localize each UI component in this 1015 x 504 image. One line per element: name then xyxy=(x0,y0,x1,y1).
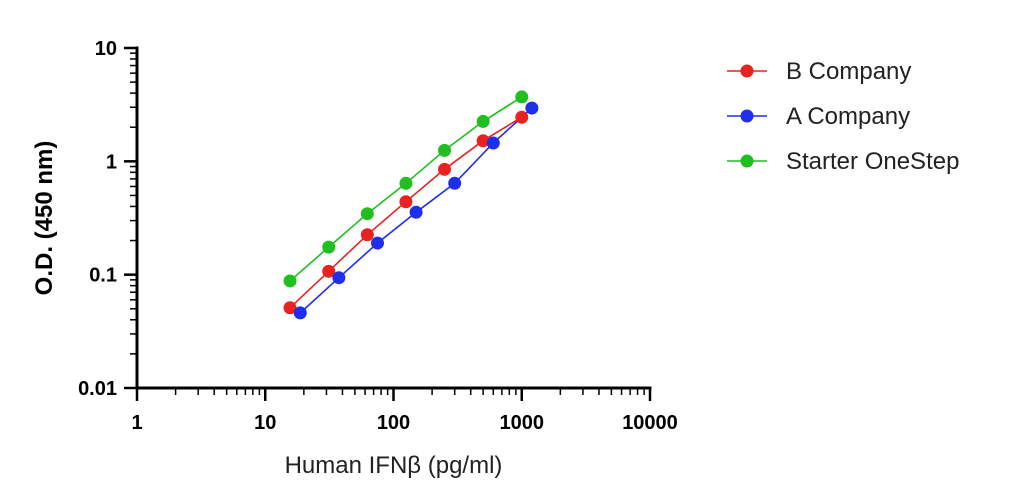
data-point-starter-onestep xyxy=(438,143,452,157)
data-point-starter-onestep xyxy=(476,114,490,128)
data-point-b-company xyxy=(399,195,413,209)
major-ticks xyxy=(124,46,652,401)
data-point-a-company xyxy=(409,205,423,219)
data-point-b-company xyxy=(438,162,452,176)
x-axis-title: Human IFNβ (pg/ml) xyxy=(285,452,503,479)
data-point-a-company xyxy=(448,176,462,190)
y-tick-label: 0.1 xyxy=(89,265,117,287)
data-point-a-company xyxy=(525,101,539,115)
legend-swatch-marker xyxy=(740,109,754,123)
data-point-starter-onestep xyxy=(399,176,413,190)
y-tick-label: 10 xyxy=(95,38,117,60)
legend-item-b-company: B Company xyxy=(727,58,911,85)
y-tick-label: 0.01 xyxy=(78,378,117,400)
legend-label: B Company xyxy=(786,58,911,85)
legend-swatch-marker xyxy=(740,154,754,168)
series-group xyxy=(283,90,539,320)
data-point-a-company xyxy=(370,236,384,250)
data-point-b-company xyxy=(360,228,374,242)
data-point-starter-onestep xyxy=(283,274,297,288)
x-tick-label: 100 xyxy=(377,412,410,434)
data-point-b-company xyxy=(515,110,529,124)
data-point-starter-onestep xyxy=(515,90,529,104)
x-tick-label: 1 xyxy=(131,412,142,434)
x-tick-label: 10 xyxy=(254,412,276,434)
data-point-starter-onestep xyxy=(360,207,374,221)
legend-label: Starter OneStep xyxy=(786,148,959,175)
x-tick-label: 1000 xyxy=(500,412,545,434)
data-point-b-company xyxy=(322,264,336,278)
legend-swatch-marker xyxy=(740,64,754,78)
y-tick-label: 1 xyxy=(106,151,117,173)
legend: B Company A Company Starter OneStep xyxy=(727,58,959,175)
y-axis-title: O.D. (450 nm) xyxy=(31,141,58,296)
minor-ticks xyxy=(130,52,645,395)
legend-item-starter-onestep: Starter OneStep xyxy=(727,148,959,175)
data-point-starter-onestep xyxy=(322,240,336,254)
legend-label: A Company xyxy=(786,103,910,130)
data-point-a-company xyxy=(486,136,500,150)
x-tick-label: 10000 xyxy=(622,412,678,434)
data-point-b-company xyxy=(283,301,297,315)
data-point-a-company xyxy=(293,306,307,320)
data-point-a-company xyxy=(332,271,346,285)
legend-item-a-company: A Company xyxy=(727,103,910,130)
data-point-b-company xyxy=(476,134,490,148)
tick-labels: 1 10 100 1000 10000 0.01 0.1 1 10 xyxy=(78,38,678,434)
